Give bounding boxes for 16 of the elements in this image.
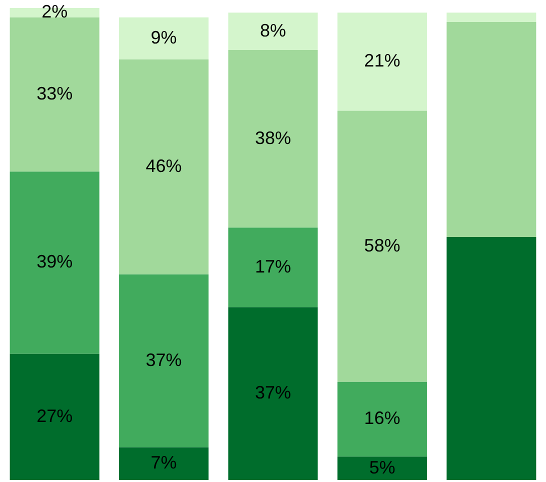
data-label: 5% — [369, 457, 396, 478]
data-label: 27% — [36, 406, 73, 426]
data-label: 8% — [260, 20, 286, 40]
data-label: 9% — [150, 27, 177, 48]
data-label: 37% — [254, 382, 292, 403]
data-label: 39% — [36, 252, 73, 272]
data-label: 46% — [146, 156, 182, 176]
data-label: 21% — [364, 50, 400, 71]
data-label: 16% — [364, 408, 400, 428]
data-label: 58% — [364, 235, 400, 256]
data-label: 7% — [150, 452, 177, 473]
data-label: 37% — [146, 350, 182, 370]
data-label: 2% — [42, 2, 68, 22]
data-label: 38% — [254, 128, 292, 148]
data-label: 17% — [254, 256, 292, 276]
data-label: 33% — [36, 83, 73, 104]
